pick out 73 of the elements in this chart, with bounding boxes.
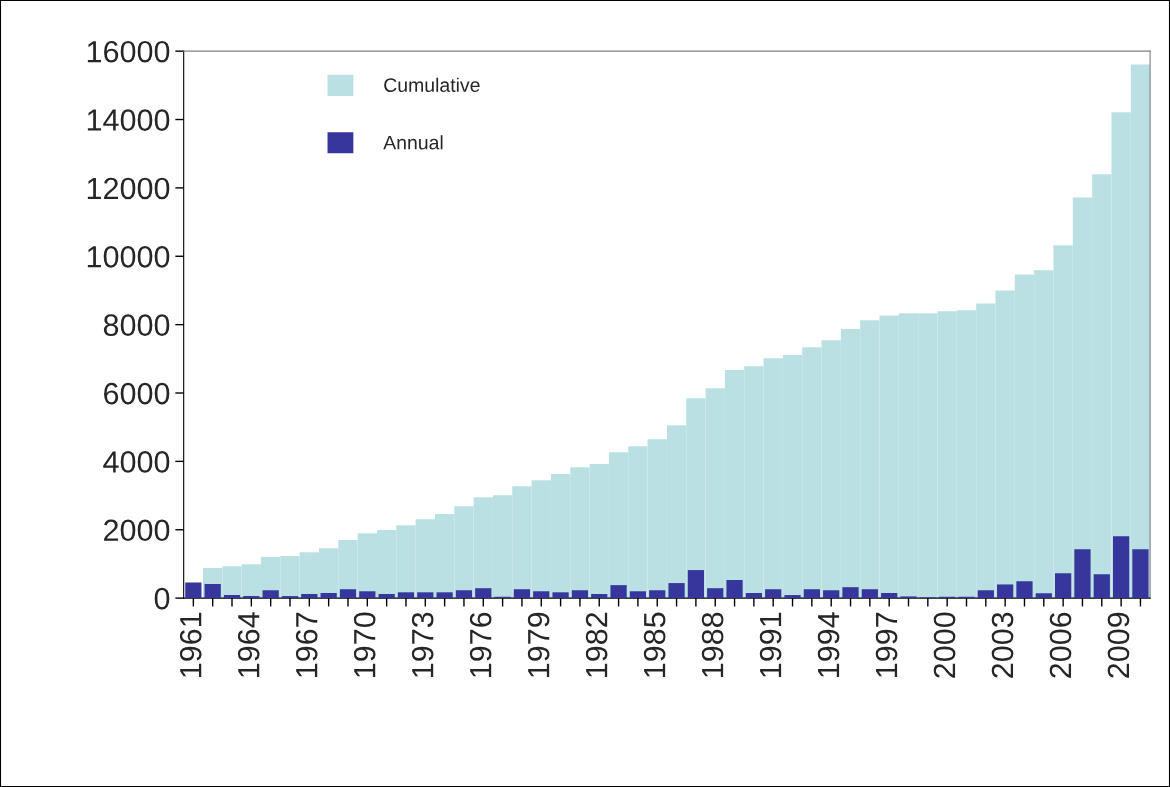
bar (803, 589, 820, 599)
bar (301, 594, 318, 599)
x-tick-label: 1964 (237, 612, 260, 677)
bar (320, 592, 337, 599)
bar (1093, 574, 1110, 599)
y-tick-label: 10000 (87, 246, 170, 268)
bar (1132, 549, 1149, 599)
legend-label: Annual (383, 135, 443, 150)
bar (1074, 549, 1091, 599)
x-tick-label: 1970 (353, 612, 376, 677)
x-tick-label: 1982 (585, 612, 608, 677)
x-tick-label: 2009 (1107, 612, 1130, 678)
bar (861, 589, 878, 599)
bar (436, 592, 453, 599)
bar (571, 590, 589, 599)
bar (1035, 593, 1052, 599)
bar (417, 592, 434, 599)
bar (591, 594, 608, 599)
bar (823, 590, 840, 599)
bar (610, 585, 627, 599)
bar (649, 590, 666, 599)
bar (455, 590, 473, 599)
bar (707, 588, 724, 599)
bar (1113, 536, 1130, 599)
bar (339, 589, 357, 599)
x-tick-label: 1988 (701, 612, 724, 677)
bar (842, 587, 859, 599)
bar (185, 582, 202, 599)
y-tick-label: 16000 (87, 40, 170, 63)
bar (475, 588, 492, 599)
bar (552, 592, 569, 599)
bar (204, 584, 221, 599)
bar (629, 591, 647, 599)
bar (533, 591, 550, 599)
x-tick-label: 1994 (817, 612, 840, 677)
y-tick-label: 2000 (104, 519, 170, 542)
x-tick-label: 2006 (1049, 612, 1072, 678)
legend-label: Cumulative (384, 77, 480, 93)
x-tick-label: 2003 (991, 612, 1014, 678)
bar (1016, 581, 1033, 599)
bar (262, 590, 279, 599)
x-tick-label: 1967 (295, 612, 318, 677)
bar (881, 592, 898, 599)
y-tick-label: 4000 (103, 451, 170, 473)
x-tick-label: 1973 (411, 612, 434, 677)
bar (726, 580, 743, 599)
bar (1055, 573, 1072, 599)
y-tick-label: 14000 (87, 109, 170, 131)
bar (223, 595, 241, 599)
x-tick-label: 1985 (643, 612, 666, 677)
y-tick-label: 6000 (104, 382, 170, 405)
y-tick-label: 12000 (87, 177, 170, 200)
bar (378, 594, 395, 599)
bar (687, 570, 705, 599)
y-tick-label: 0 (154, 587, 170, 610)
x-tick-label: 1991 (759, 612, 782, 677)
bar (243, 596, 260, 599)
bar (513, 589, 531, 599)
bar (765, 589, 782, 599)
x-tick-label: 1979 (527, 612, 550, 677)
bar (997, 584, 1014, 599)
bar (977, 590, 994, 599)
bar (668, 583, 685, 599)
x-tick-label: 2000 (933, 612, 956, 678)
bar (281, 596, 299, 599)
bar (745, 592, 762, 599)
x-tick-label: 1961 (179, 612, 202, 677)
x-tick-label: 1997 (875, 612, 898, 677)
bar (397, 592, 415, 599)
x-tick-label: 1976 (469, 612, 492, 677)
bar (784, 595, 801, 599)
bar (359, 591, 376, 599)
y-tick-label: 8000 (103, 314, 170, 337)
